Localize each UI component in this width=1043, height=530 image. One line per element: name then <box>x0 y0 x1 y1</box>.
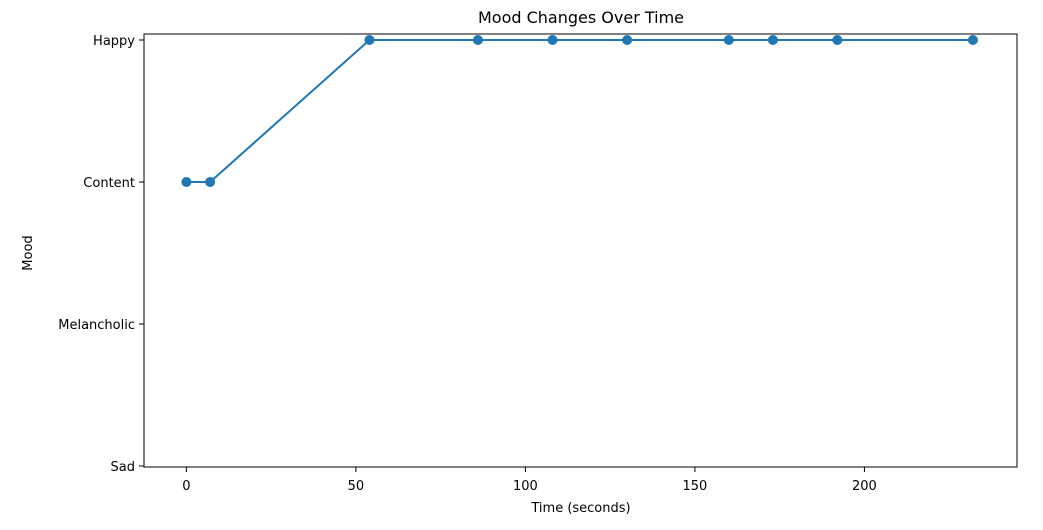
series-line <box>186 39 973 183</box>
x-tick-label: 0 <box>182 479 190 494</box>
data-point <box>832 35 843 45</box>
data-point <box>723 35 734 45</box>
x-tick-label: 50 <box>348 479 365 494</box>
data-point <box>967 35 978 45</box>
x-tick-label: 150 <box>683 479 708 494</box>
data-point <box>767 35 778 45</box>
y-tick-label: Happy <box>93 34 135 49</box>
data-point <box>472 35 483 45</box>
data-point <box>547 35 558 45</box>
data-point <box>181 177 192 187</box>
y-axis-title: Mood <box>21 235 36 270</box>
y-tick-label: Sad <box>111 460 135 475</box>
x-axis-title: Time (seconds) <box>530 501 630 516</box>
chart-title: Mood Changes Over Time <box>478 8 684 27</box>
data-point <box>205 177 216 187</box>
plot-area <box>181 35 978 187</box>
data-point <box>622 35 633 45</box>
plot-frame <box>143 33 1018 468</box>
y-tick-label: Melancholic <box>58 318 135 333</box>
data-point <box>364 35 375 45</box>
x-tick-label: 200 <box>852 479 877 494</box>
y-tick-label: Content <box>83 176 135 191</box>
x-tick-label: 100 <box>513 479 538 494</box>
